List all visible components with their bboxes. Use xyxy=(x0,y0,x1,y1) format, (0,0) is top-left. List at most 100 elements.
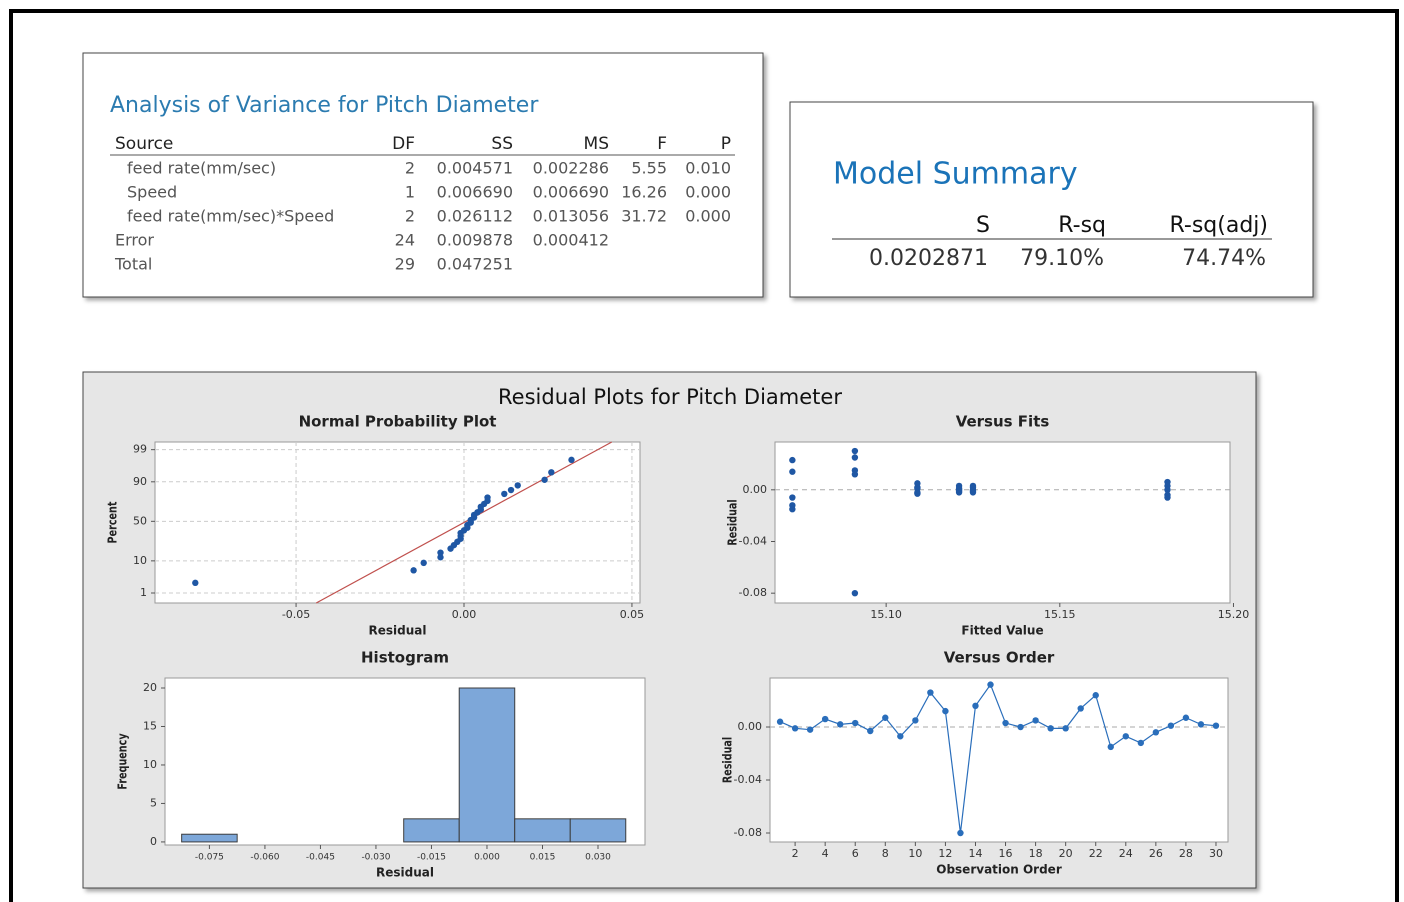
data-point xyxy=(821,715,829,723)
histogram-bar xyxy=(569,818,627,843)
anova-cell: 31.72 xyxy=(621,207,667,226)
anova-header: Source xyxy=(115,134,173,154)
data-point xyxy=(1152,729,1160,736)
model-summary-title: Model Summary xyxy=(833,157,1078,192)
data-point xyxy=(1164,486,1171,494)
x-tick-label: 20 xyxy=(1059,847,1073,860)
data-point xyxy=(484,494,491,501)
data-point xyxy=(806,726,814,733)
x-tick-label: 4 xyxy=(822,847,829,860)
x-axis-label: Observation Order xyxy=(936,863,1062,877)
data-point xyxy=(851,454,859,461)
data-point xyxy=(851,471,859,478)
anova-cell: 2 xyxy=(405,159,415,178)
y-axis-label: Residual xyxy=(725,499,739,545)
y-tick-label: -0.08 xyxy=(739,586,767,599)
data-point xyxy=(852,719,859,727)
data-point xyxy=(987,681,994,688)
x-tick-label: -0.015 xyxy=(417,853,446,863)
y-tick-label: 0 xyxy=(150,835,157,848)
data-point xyxy=(1092,692,1099,699)
anova-cell: 0.026112 xyxy=(437,207,513,226)
anova-cell: feed rate(mm/sec)*Speed xyxy=(127,207,334,226)
y-tick-label: 1 xyxy=(140,586,147,599)
plot-area xyxy=(769,677,1229,843)
data-point xyxy=(541,476,548,483)
x-tick-label: 0.00 xyxy=(452,608,477,621)
data-point xyxy=(897,733,904,740)
data-point xyxy=(1167,722,1175,729)
data-point xyxy=(1212,722,1220,729)
x-tick-label: -0.045 xyxy=(306,853,335,863)
x-axis-label: Fitted Value xyxy=(961,624,1043,638)
model-summary-panel xyxy=(789,101,1314,298)
anova-header: F xyxy=(657,134,667,154)
histogram-bar xyxy=(403,818,460,843)
anova-cell: 0.010 xyxy=(685,159,731,178)
anova-title: Analysis of Variance for Pitch Diameter xyxy=(110,93,539,118)
data-point xyxy=(789,494,796,501)
anova-cell: 24 xyxy=(395,231,415,250)
model-summary-header: S xyxy=(976,213,990,238)
data-point xyxy=(1047,725,1054,732)
y-tick-label: 0.00 xyxy=(743,483,768,496)
y-tick-label: 90 xyxy=(133,475,147,488)
data-point xyxy=(776,718,784,725)
x-tick-label: 2 xyxy=(792,847,799,860)
data-point xyxy=(501,490,508,498)
data-point xyxy=(955,487,963,495)
x-tick-label: 0.000 xyxy=(474,853,500,863)
y-axis-label: Frequency xyxy=(115,733,129,789)
x-tick-label: -0.060 xyxy=(250,853,279,863)
anova-header: SS xyxy=(491,134,513,154)
data-point xyxy=(1122,733,1129,740)
anova-panel xyxy=(82,52,764,298)
data-point xyxy=(1182,714,1190,721)
y-tick-label: 50 xyxy=(133,514,147,527)
x-tick-label: 10 xyxy=(908,847,922,860)
anova-cell: 0.006690 xyxy=(437,183,513,202)
data-point xyxy=(1032,717,1039,724)
y-tick-label: 20 xyxy=(143,681,157,694)
model-summary-cell: 74.74% xyxy=(1182,246,1266,271)
model-summary-cell: 79.10% xyxy=(1020,246,1104,271)
data-point xyxy=(851,447,859,455)
y-tick-label: -0.04 xyxy=(734,773,762,786)
anova-cell: Error xyxy=(115,231,154,250)
frame xyxy=(9,9,1399,902)
anova-header: P xyxy=(721,134,731,154)
x-tick-label: 0.015 xyxy=(530,853,556,863)
data-point xyxy=(507,486,515,494)
anova-cell: 29 xyxy=(395,255,415,274)
anova-cell: 0.047251 xyxy=(437,255,513,274)
anova-header: MS xyxy=(584,134,609,154)
x-tick-label: 0.030 xyxy=(585,853,611,863)
data-point xyxy=(867,727,874,735)
data-point xyxy=(836,721,844,728)
x-tick-label: 16 xyxy=(999,847,1013,860)
data-point xyxy=(912,717,919,724)
x-tick-label: -0.030 xyxy=(361,853,390,863)
x-tick-label: 0.05 xyxy=(620,608,645,621)
data-point xyxy=(1197,721,1205,728)
x-tick-label: -0.05 xyxy=(282,608,310,621)
subplot: Histogram Residual Frequency -0.075 -0.060 -0… xyxy=(115,649,646,880)
y-tick-label: 10 xyxy=(143,758,157,771)
histogram-bar xyxy=(458,687,516,843)
data-point xyxy=(942,707,949,715)
anova-cell: Speed xyxy=(127,183,177,202)
data-point xyxy=(548,469,555,476)
histogram-bar xyxy=(514,818,571,843)
data-point xyxy=(514,482,521,489)
data-point xyxy=(789,456,796,464)
data-point xyxy=(957,829,964,837)
data-point xyxy=(437,549,444,556)
anova-cell: 0.000 xyxy=(685,183,731,202)
anova-cell: 0.002286 xyxy=(533,159,609,178)
fit-line xyxy=(315,441,613,604)
x-tick-label: 15.20 xyxy=(1218,608,1250,621)
anova-cell: 2 xyxy=(405,207,415,226)
